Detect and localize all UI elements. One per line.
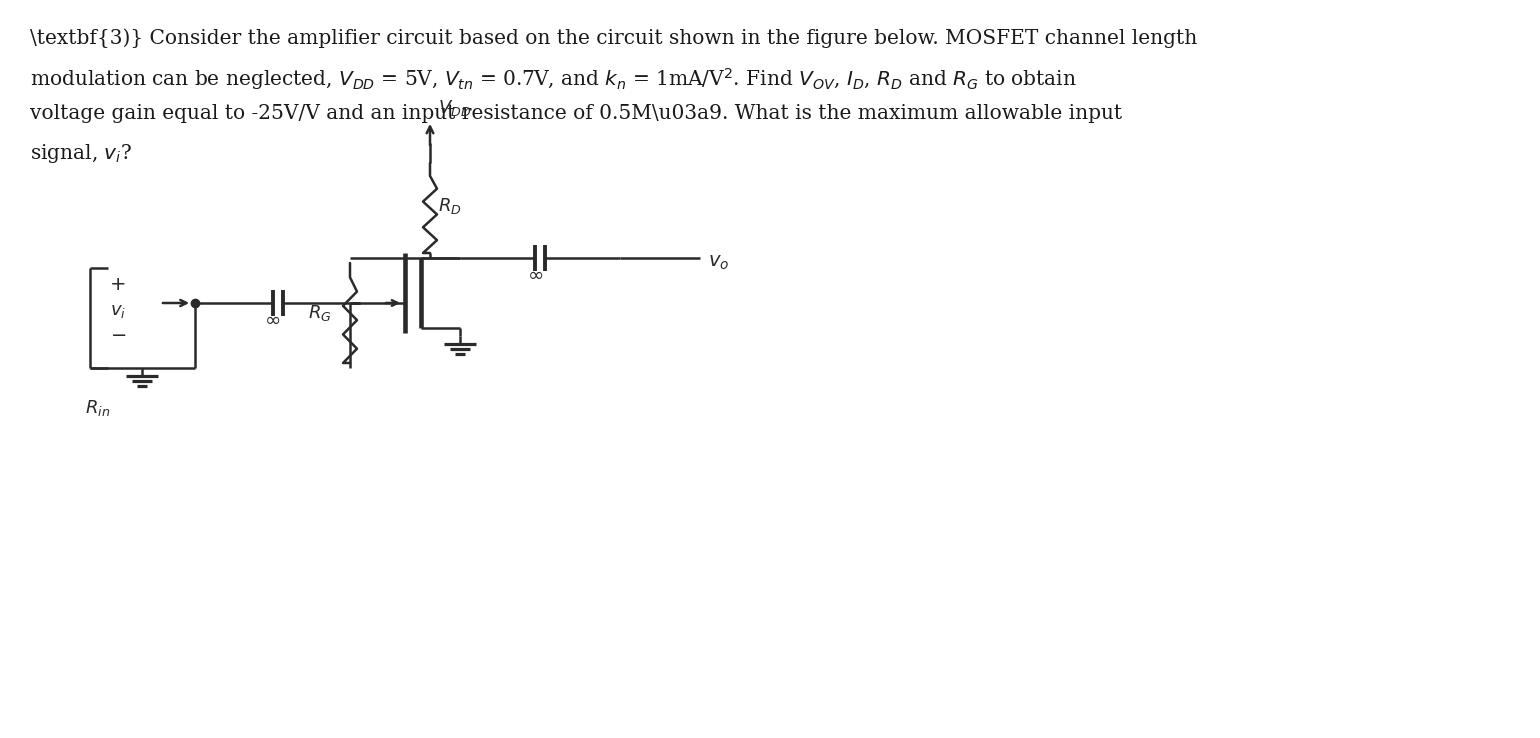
Text: +: + <box>109 275 126 294</box>
Text: $R_D$: $R_D$ <box>437 196 462 216</box>
Text: voltage gain equal to -25V/V and an input resistance of 0.5M\u03a9. What is the : voltage gain equal to -25V/V and an inpu… <box>29 104 1123 123</box>
Text: $-$: $-$ <box>109 323 126 342</box>
Text: $\infty$: $\infty$ <box>265 310 280 329</box>
Text: $R_{in}$: $R_{in}$ <box>85 398 111 418</box>
Text: $\infty$: $\infty$ <box>527 265 544 284</box>
Text: $V_{DD}$: $V_{DD}$ <box>437 98 471 118</box>
Text: modulation can be neglected, $V_{DD}$ = 5V, $V_{tn}$ = 0.7V, and $k_n$ = 1mA/V$^: modulation can be neglected, $V_{DD}$ = … <box>29 66 1076 92</box>
Text: \textbf{3)} Consider the amplifier circuit based on the circuit shown in the fig: \textbf{3)} Consider the amplifier circu… <box>29 28 1197 48</box>
Text: $v_o$: $v_o$ <box>708 254 730 272</box>
Text: signal, $v_i$?: signal, $v_i$? <box>29 142 132 165</box>
Text: $v_i$: $v_i$ <box>109 302 126 320</box>
Text: $R_G$: $R_G$ <box>308 303 331 323</box>
